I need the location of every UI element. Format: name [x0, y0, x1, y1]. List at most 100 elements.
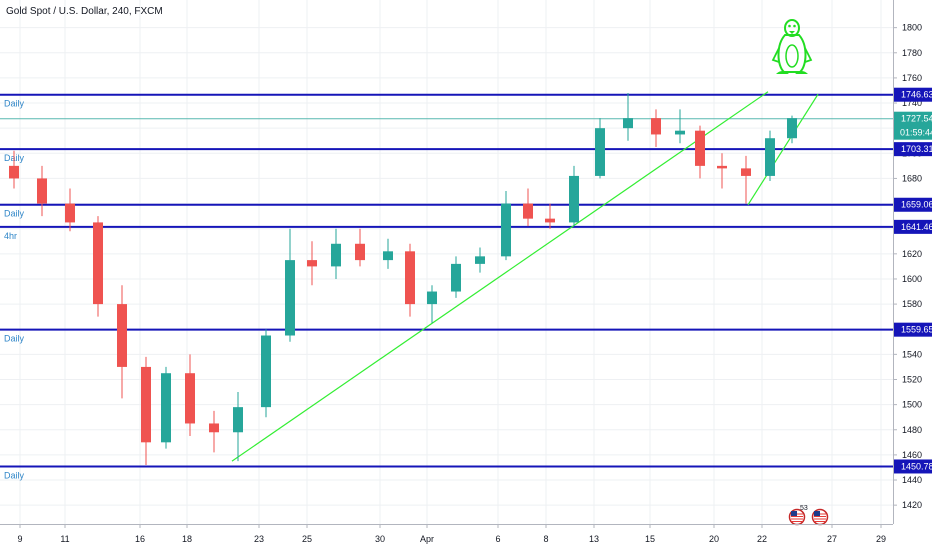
candle-body-8	[209, 423, 219, 433]
price-tick-label-18: 1780	[902, 48, 922, 58]
level-name-4: Daily	[4, 334, 25, 344]
level-name-5: Daily	[4, 470, 25, 480]
candle-28	[695, 125, 705, 179]
candle-body-21	[523, 203, 533, 219]
price-tick-label-16: 1740	[902, 98, 922, 108]
candle-27	[675, 109, 685, 144]
candle-body-5	[141, 366, 151, 443]
time-tick-label-10: 13	[589, 534, 599, 544]
candle-body-17	[427, 291, 437, 305]
candle-0	[9, 150, 19, 189]
price-tick-label-2: 1460	[902, 450, 922, 460]
tux-foot-left	[776, 71, 789, 74]
time-tick-label-2: 16	[135, 534, 145, 544]
candle-body-26	[651, 118, 661, 135]
candle-body-14	[355, 243, 365, 261]
time-tick-label-7: Apr	[420, 534, 434, 544]
candle-19	[475, 247, 485, 273]
last-price-tag	[894, 111, 932, 140]
event-count-label: 53	[800, 505, 808, 512]
candle-body-6	[161, 373, 171, 443]
level-price-tag-2	[894, 197, 932, 212]
candle-20	[501, 191, 511, 261]
tux-beak	[789, 31, 795, 34]
candle-25	[623, 92, 633, 141]
time-axis[interactable]: 9 11 16 18 23 25 30 Apr 6 8 13 15 20 22 27 29	[17, 524, 886, 544]
tux-eye-left	[788, 24, 791, 28]
candle-body-3	[93, 222, 103, 305]
candle-32	[787, 115, 797, 144]
candle-body-23	[569, 175, 579, 223]
candle-body-7	[185, 373, 195, 424]
candles	[9, 92, 797, 465]
level-price-tag-3	[894, 219, 932, 234]
trendline-1	[747, 93, 819, 206]
us-flag-icon[interactable]	[811, 508, 829, 526]
candle-23	[569, 165, 579, 227]
grid	[0, 0, 893, 524]
tux-belly	[785, 44, 799, 68]
tux-foot-right	[795, 71, 808, 74]
candle-15	[383, 238, 393, 269]
time-tick-label-1: 11	[60, 534, 69, 544]
price-tick-label-4: 1500	[902, 400, 922, 410]
candle-21	[523, 188, 533, 227]
price-tick-label-8: 1580	[902, 299, 922, 309]
trendline-0	[231, 91, 769, 462]
candle-7	[185, 354, 195, 437]
candle-17	[427, 285, 437, 323]
candle-11	[285, 228, 295, 342]
candle-body-20	[501, 203, 511, 257]
price-labels: 1746.63 1703.31 1659.06 1641.46 1559.65 1450.…	[894, 87, 932, 474]
candle-body-18	[451, 263, 461, 292]
candle-2	[65, 188, 75, 232]
candle-body-19	[475, 256, 485, 264]
price-tick-label-17: 1760	[902, 73, 922, 83]
level-price-label-1: 1703.31	[901, 144, 932, 154]
candle-body-11	[285, 260, 295, 336]
candle-6	[161, 366, 171, 449]
last-price-label: 1727.54	[901, 114, 932, 124]
candle-body-2	[65, 203, 75, 223]
candle-3	[93, 216, 103, 317]
tux-eye-right	[793, 24, 796, 28]
candle-body-29	[717, 165, 727, 169]
candle-body-25	[623, 118, 633, 129]
candle-24	[595, 118, 605, 179]
tux-penguin-icon	[771, 19, 813, 74]
candle-29	[717, 153, 727, 189]
candle-30	[741, 155, 751, 204]
candle-10	[261, 329, 271, 418]
level-name-3: 4hr	[4, 231, 17, 241]
candle-8	[209, 410, 219, 453]
price-tick-label-10: 1620	[902, 249, 922, 259]
candle-4	[117, 285, 127, 399]
candle-31	[765, 130, 775, 181]
candle-body-32	[787, 118, 797, 139]
tux-wing-right	[804, 47, 813, 63]
candle-body-13	[331, 243, 341, 267]
candle-body-12	[307, 260, 317, 267]
candle-body-9	[233, 407, 243, 433]
level-price-label-2: 1659.06	[901, 200, 932, 210]
candle-14	[355, 228, 365, 267]
time-tick-label-8: 6	[495, 534, 500, 544]
price-tick-label-1: 1440	[902, 475, 922, 485]
candle-body-28	[695, 130, 705, 166]
level-price-tag-5	[894, 459, 932, 474]
level-price-label-5: 1450.78	[901, 461, 932, 471]
price-tick-label-13: 1680	[902, 173, 922, 183]
time-tick-label-4: 23	[254, 534, 264, 544]
time-tick-label-12: 20	[709, 534, 719, 544]
price-tick-label-0: 1420	[902, 500, 922, 510]
time-tick-label-13: 22	[757, 534, 767, 544]
candle-5	[141, 356, 151, 465]
time-tick-label-6: 30	[375, 534, 385, 544]
price-tick-label-6: 1540	[902, 349, 922, 359]
candle-body-0	[9, 165, 19, 179]
candle-body-27	[675, 130, 685, 135]
time-tick-label-15: 29	[876, 534, 886, 544]
candle-body-22	[545, 218, 555, 223]
